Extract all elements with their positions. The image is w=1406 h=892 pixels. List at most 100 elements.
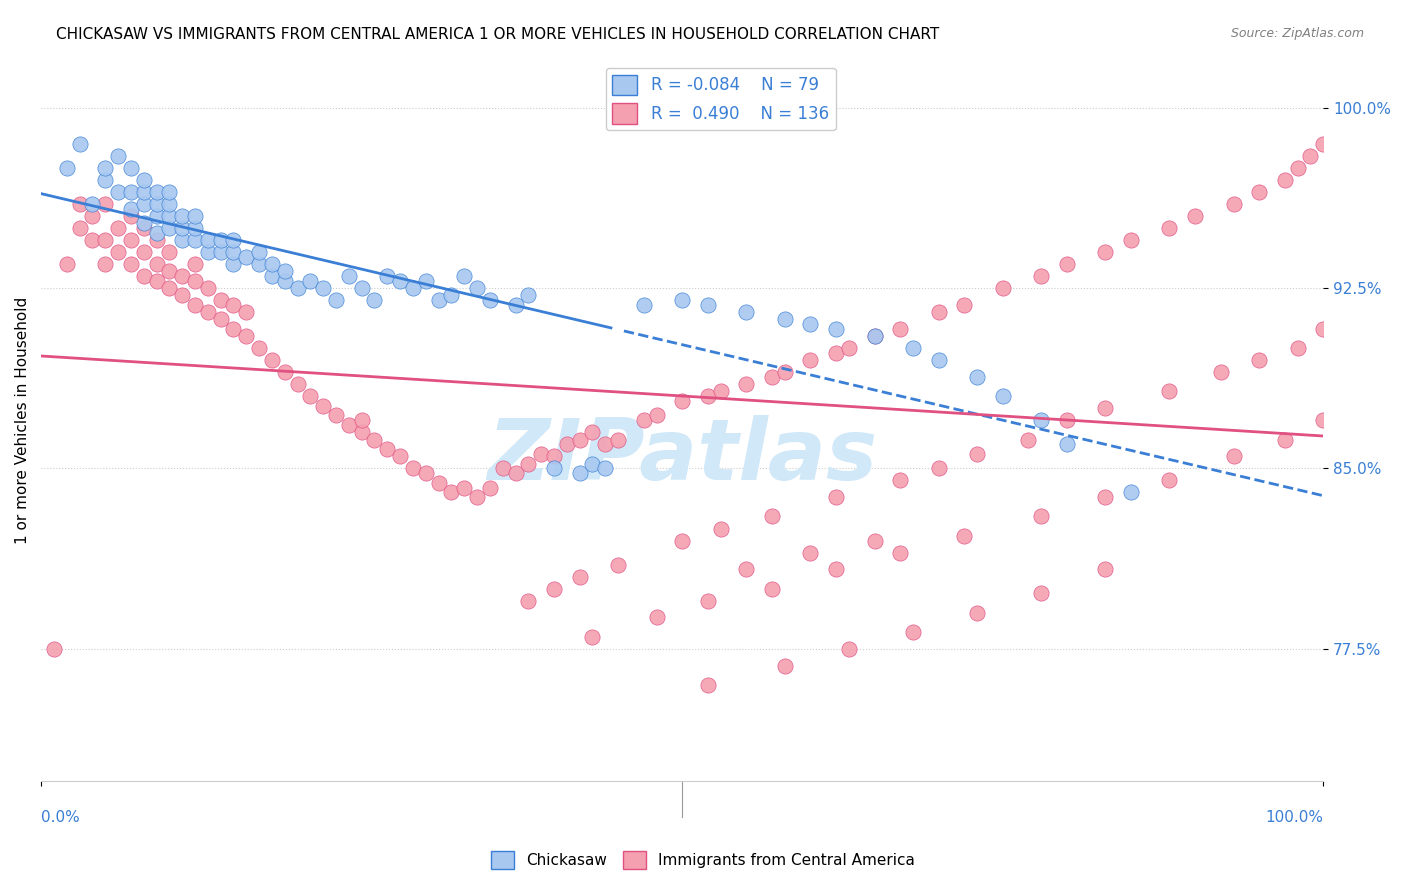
Point [209, 293, 232, 307]
Point [1031, 413, 1053, 427]
Point [1209, 365, 1232, 379]
Point [197, 244, 219, 259]
Point [465, 281, 488, 295]
Y-axis label: 1 or more Vehicles in Household: 1 or more Vehicles in Household [15, 297, 30, 544]
Point [350, 425, 373, 440]
Point [120, 161, 142, 175]
Point [1159, 221, 1181, 235]
Point [633, 413, 655, 427]
Point [120, 209, 142, 223]
Point [928, 461, 950, 475]
Point [184, 257, 207, 271]
Point [696, 593, 718, 607]
Point [222, 233, 245, 247]
Point [991, 281, 1014, 295]
Point [69, 136, 91, 151]
Point [1184, 209, 1206, 223]
Point [453, 481, 475, 495]
Point [593, 437, 616, 451]
Point [55, 161, 77, 175]
Point [568, 433, 591, 447]
Point [671, 293, 693, 307]
Point [735, 305, 758, 319]
Point [82, 197, 104, 211]
Point [287, 377, 309, 392]
Point [1056, 437, 1078, 451]
Point [375, 442, 398, 457]
Point [299, 274, 322, 288]
Point [42, 641, 65, 656]
Point [761, 509, 783, 524]
Point [696, 298, 718, 312]
Point [172, 288, 194, 302]
Point [260, 268, 283, 283]
Point [389, 274, 412, 288]
Point [761, 370, 783, 384]
Point [312, 281, 335, 295]
Point [145, 209, 167, 223]
Point [274, 264, 297, 278]
Point [247, 244, 270, 259]
Point [517, 288, 540, 302]
Point [1094, 401, 1116, 416]
Point [184, 209, 207, 223]
Point [197, 233, 219, 247]
Point [991, 389, 1014, 403]
Point [184, 233, 207, 247]
Point [120, 185, 142, 199]
Point [1159, 474, 1181, 488]
Point [82, 209, 104, 223]
Point [671, 533, 693, 548]
Point [581, 425, 603, 440]
Point [235, 329, 257, 343]
Point [1312, 136, 1334, 151]
Point [1031, 268, 1053, 283]
Point [415, 467, 437, 481]
Point [543, 450, 565, 464]
Point [645, 610, 668, 624]
Point [427, 293, 450, 307]
Point [696, 678, 718, 692]
Point [928, 353, 950, 368]
Point [953, 298, 976, 312]
Point [157, 264, 180, 278]
Point [645, 409, 668, 423]
Point [555, 437, 578, 451]
Point [517, 457, 540, 471]
Point [325, 293, 347, 307]
Text: 0.0%: 0.0% [41, 810, 80, 825]
Point [197, 305, 219, 319]
Point [389, 450, 412, 464]
Point [863, 329, 886, 343]
Point [350, 281, 373, 295]
Point [209, 312, 232, 326]
Point [427, 475, 450, 490]
Point [1312, 413, 1334, 427]
Point [375, 268, 398, 283]
Point [1286, 161, 1309, 175]
Text: CHICKASAW VS IMMIGRANTS FROM CENTRAL AMERICA 1 OR MORE VEHICLES IN HOUSEHOLD COR: CHICKASAW VS IMMIGRANTS FROM CENTRAL AME… [56, 27, 939, 42]
Point [1312, 322, 1334, 336]
Point [1056, 413, 1078, 427]
Point [222, 244, 245, 259]
Point [274, 365, 297, 379]
Text: Source: ZipAtlas.com: Source: ZipAtlas.com [1230, 27, 1364, 40]
Point [465, 490, 488, 504]
Point [197, 281, 219, 295]
Point [132, 268, 155, 283]
Point [966, 447, 988, 461]
Point [825, 490, 848, 504]
Point [1017, 433, 1039, 447]
Point [107, 149, 129, 163]
Point [107, 185, 129, 199]
Point [402, 461, 425, 475]
Point [825, 346, 848, 360]
Point [517, 593, 540, 607]
Point [94, 233, 117, 247]
Point [1094, 490, 1116, 504]
Point [120, 202, 142, 216]
Point [1299, 149, 1322, 163]
Point [530, 447, 553, 461]
Point [94, 197, 117, 211]
Point [363, 433, 385, 447]
